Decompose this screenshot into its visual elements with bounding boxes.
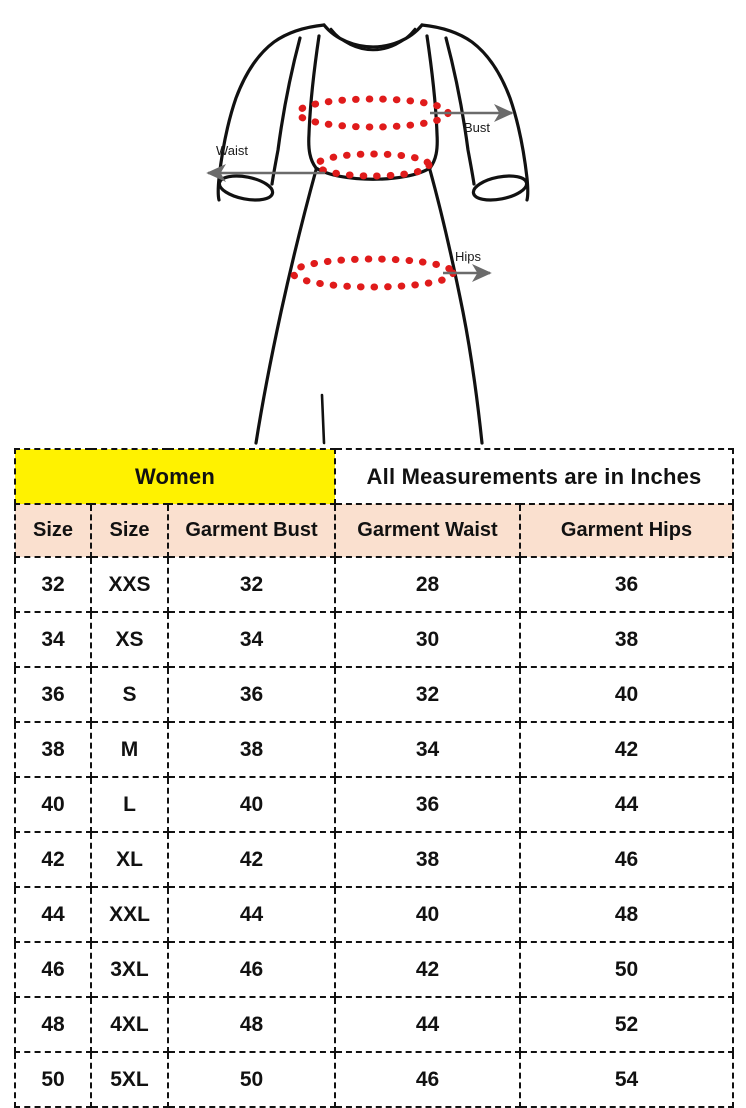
cell-garment-bust: 48 [167, 996, 336, 1053]
table-row: 42 XL 42 38 46 [14, 831, 734, 888]
cell-garment-waist: 42 [334, 941, 521, 998]
column-header-row: Size Size Garment Bust Garment Waist Gar… [14, 503, 734, 558]
left-cuff-ellipse [217, 174, 275, 202]
cell-garment-hips: 44 [519, 776, 734, 833]
table-row: 40 L 40 36 44 [14, 776, 734, 833]
cell-size-alpha: XXS [90, 556, 169, 613]
dress-outline-group [216, 23, 530, 445]
size-chart-container: Women All Measurements are in Inches Siz… [14, 448, 734, 1108]
cell-size-alpha: XXL [90, 886, 169, 943]
cell-size-numeric: 34 [14, 611, 92, 668]
column-header-garment-waist: Garment Waist [334, 503, 521, 558]
bust-label: Bust [464, 120, 490, 135]
cell-garment-waist: 40 [334, 886, 521, 943]
cell-garment-bust: 40 [167, 776, 336, 833]
cell-size-alpha: XL [90, 831, 169, 888]
column-header-garment-hips: Garment Hips [519, 503, 734, 558]
cell-garment-bust: 46 [167, 941, 336, 998]
chart-title-row: Women All Measurements are in Inches [14, 448, 734, 505]
cell-garment-bust: 34 [167, 611, 336, 668]
cell-garment-bust: 36 [167, 666, 336, 723]
waist-label: Waist [216, 143, 248, 158]
cell-size-numeric: 48 [14, 996, 92, 1053]
table-row: 38 M 38 34 42 [14, 721, 734, 778]
column-header-garment-bust: Garment Bust [167, 503, 336, 558]
size-chart-table: Women All Measurements are in Inches Siz… [14, 448, 734, 1108]
cell-size-numeric: 44 [14, 886, 92, 943]
cell-garment-hips: 38 [519, 611, 734, 668]
skirt-left-path [254, 168, 318, 445]
cell-garment-waist: 28 [334, 556, 521, 613]
cell-size-numeric: 46 [14, 941, 92, 998]
cell-size-alpha: 4XL [90, 996, 169, 1053]
right-sleeve-inner-path [444, 36, 476, 186]
bust-measure-ellipse [294, 95, 452, 131]
table-row: 44 XXL 44 40 48 [14, 886, 734, 943]
column-header-size-numeric: Size [14, 503, 92, 558]
cell-size-alpha: XS [90, 611, 169, 668]
cell-garment-waist: 32 [334, 666, 521, 723]
cell-size-numeric: 32 [14, 556, 92, 613]
cell-size-numeric: 38 [14, 721, 92, 778]
cell-garment-waist: 44 [334, 996, 521, 1053]
table-row: 46 3XL 46 42 50 [14, 941, 734, 998]
size-chart-body: Women All Measurements are in Inches Siz… [14, 448, 734, 1108]
women-title-cell: Women [14, 448, 336, 505]
cell-size-numeric: 40 [14, 776, 92, 833]
cell-garment-hips: 46 [519, 831, 734, 888]
table-row: 36 S 36 32 40 [14, 666, 734, 723]
table-row: 32 XXS 32 28 36 [14, 556, 734, 613]
cell-garment-waist: 30 [334, 611, 521, 668]
right-bodice-side-path [425, 34, 439, 170]
cell-garment-hips: 48 [519, 886, 734, 943]
cell-garment-hips: 50 [519, 941, 734, 998]
table-row: 34 XS 34 30 38 [14, 611, 734, 668]
cell-garment-hips: 40 [519, 666, 734, 723]
cell-size-alpha: 3XL [90, 941, 169, 998]
neckline-inner-path [329, 27, 417, 52]
hips-label: Hips [455, 249, 482, 264]
cell-garment-bust: 42 [167, 831, 336, 888]
cell-size-alpha: S [90, 666, 169, 723]
cell-garment-bust: 32 [167, 556, 336, 613]
cell-garment-bust: 44 [167, 886, 336, 943]
units-note-cell: All Measurements are in Inches [334, 448, 734, 505]
hips-measure-ellipse [289, 255, 457, 291]
cell-garment-waist: 34 [334, 721, 521, 778]
cell-garment-hips: 42 [519, 721, 734, 778]
cell-size-alpha: L [90, 776, 169, 833]
left-bodice-side-path [307, 34, 321, 170]
column-header-size-alpha: Size [90, 503, 169, 558]
left-sleeve-inner-path [270, 36, 302, 186]
cell-garment-bust: 38 [167, 721, 336, 778]
skirt-right-path [428, 168, 484, 445]
dress-measurement-illustration: Bust Waist Hips [0, 0, 746, 448]
cell-garment-hips: 36 [519, 556, 734, 613]
cell-garment-waist: 36 [334, 776, 521, 833]
table-row: 48 4XL 48 44 52 [14, 996, 734, 1053]
cell-size-numeric: 42 [14, 831, 92, 888]
right-cuff-ellipse [471, 174, 529, 202]
cell-garment-waist: 38 [334, 831, 521, 888]
skirt-slit-path [320, 393, 326, 445]
waist-measure-ellipse [313, 150, 433, 180]
cell-garment-hips: 52 [519, 996, 734, 1053]
cell-size-alpha: M [90, 721, 169, 778]
cell-size-numeric: 36 [14, 666, 92, 723]
